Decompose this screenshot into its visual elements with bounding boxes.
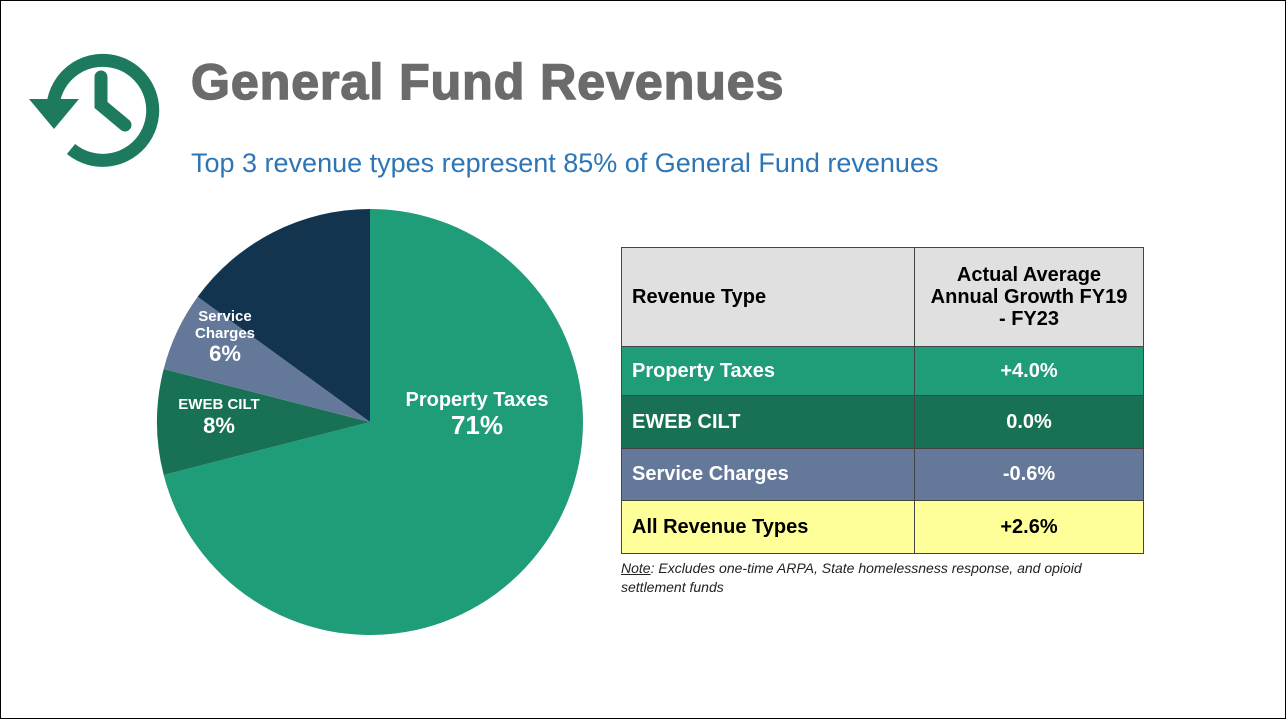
slice-label: Service Charges 6% [170,308,280,366]
slice-value: 71% [450,410,504,440]
table-cell: Property Taxes [621,346,915,396]
slice-value: 8% [203,412,235,438]
history-arrow [29,99,79,129]
history-icon [46,53,160,167]
header-row: Revenue Type Actual Average Annual Growth… [621,247,1144,347]
table-cell: 0.0% [914,395,1144,449]
pie-slice [163,296,370,422]
pie-slice [163,209,584,635]
slice-name: Property Taxes [405,389,549,411]
slice-value: 6% [209,341,241,366]
table-row: EWEB CILT 0.0% [621,395,1144,449]
header-cell: Actual Average Annual Growth FY19 - FY23 [914,247,1144,347]
slice-label: Property Taxes 71% [402,389,552,440]
table: Revenue Type Actual Average Annual Growth… [621,247,1144,554]
table-cell: +2.6% [914,500,1144,554]
table-cell: All Revenue Types [621,500,915,554]
table-row: Property Taxes +4.0% [621,346,1144,396]
slice-name: Service Charges [194,308,256,342]
pie-slice [197,209,370,422]
title: General Fund Revenues [190,53,785,111]
subtitle: Top 3 revenue types represent 85% of Gen… [191,148,939,178]
table-row: All Revenue Types +2.6% [621,500,1144,554]
note-label: Note [621,560,651,576]
note-text: : Excludes one-time ARPA, State homeless… [621,560,1082,595]
slice-label: EWEB CILT 8% [159,396,279,438]
table-cell: EWEB CILT [621,395,915,449]
pie-slice [157,369,370,475]
table-row: Service Charges -0.6% [621,448,1144,501]
table-cell: -0.6% [914,448,1144,501]
table-cell: +4.0% [914,346,1144,396]
header-cell: Revenue Type [621,247,915,347]
note: Note: Excludes one-time ARPA, State home… [621,559,1141,597]
slice-name: EWEB CILT [178,396,260,413]
table-cell: Service Charges [621,448,915,501]
